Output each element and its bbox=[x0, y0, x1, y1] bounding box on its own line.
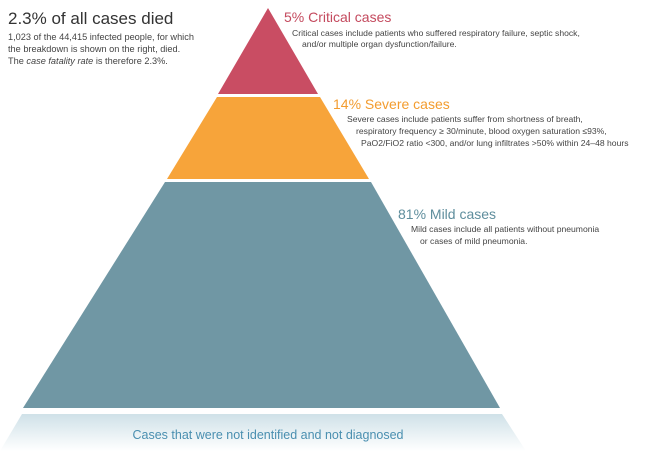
summary-line: 1,023 of the 44,415 infected people, for… bbox=[8, 32, 194, 42]
base-label: Cases that were not identified and not d… bbox=[132, 428, 403, 442]
text: The bbox=[8, 56, 26, 66]
severe-tier bbox=[167, 97, 369, 179]
tier-heading: 5% Critical cases bbox=[284, 9, 391, 25]
tier-heading: 14% Severe cases bbox=[333, 96, 450, 112]
tier-description: Critical cases include patients who suff… bbox=[292, 28, 580, 38]
tier-description: and/or multiple organ dysfunction/failur… bbox=[302, 39, 457, 49]
tier-description: Severe cases include patients suffer fro… bbox=[347, 114, 583, 124]
tier-heading: 81% Mild cases bbox=[398, 206, 496, 222]
tier-description: respiratory frequency ≥ 30/minute, blood… bbox=[356, 126, 607, 136]
critical-tier bbox=[218, 8, 318, 94]
mild-tier bbox=[23, 182, 500, 408]
undiagnosed-base bbox=[0, 414, 526, 451]
italic-text: case fatality rate bbox=[26, 56, 93, 66]
tier-description: Mild cases include all patients without … bbox=[411, 224, 599, 234]
tier-description: PaO2/FiO2 ratio <300, and/or lung infilt… bbox=[361, 138, 629, 148]
summary-title: 2.3% of all cases died bbox=[8, 9, 173, 28]
text: is therefore 2.3%. bbox=[93, 56, 168, 66]
summary-line: The case fatality rate is therefore 2.3%… bbox=[8, 56, 168, 66]
summary-line: the breakdown is shown on the right, die… bbox=[8, 44, 180, 54]
tier-description: or cases of mild pneumonia. bbox=[420, 236, 527, 246]
